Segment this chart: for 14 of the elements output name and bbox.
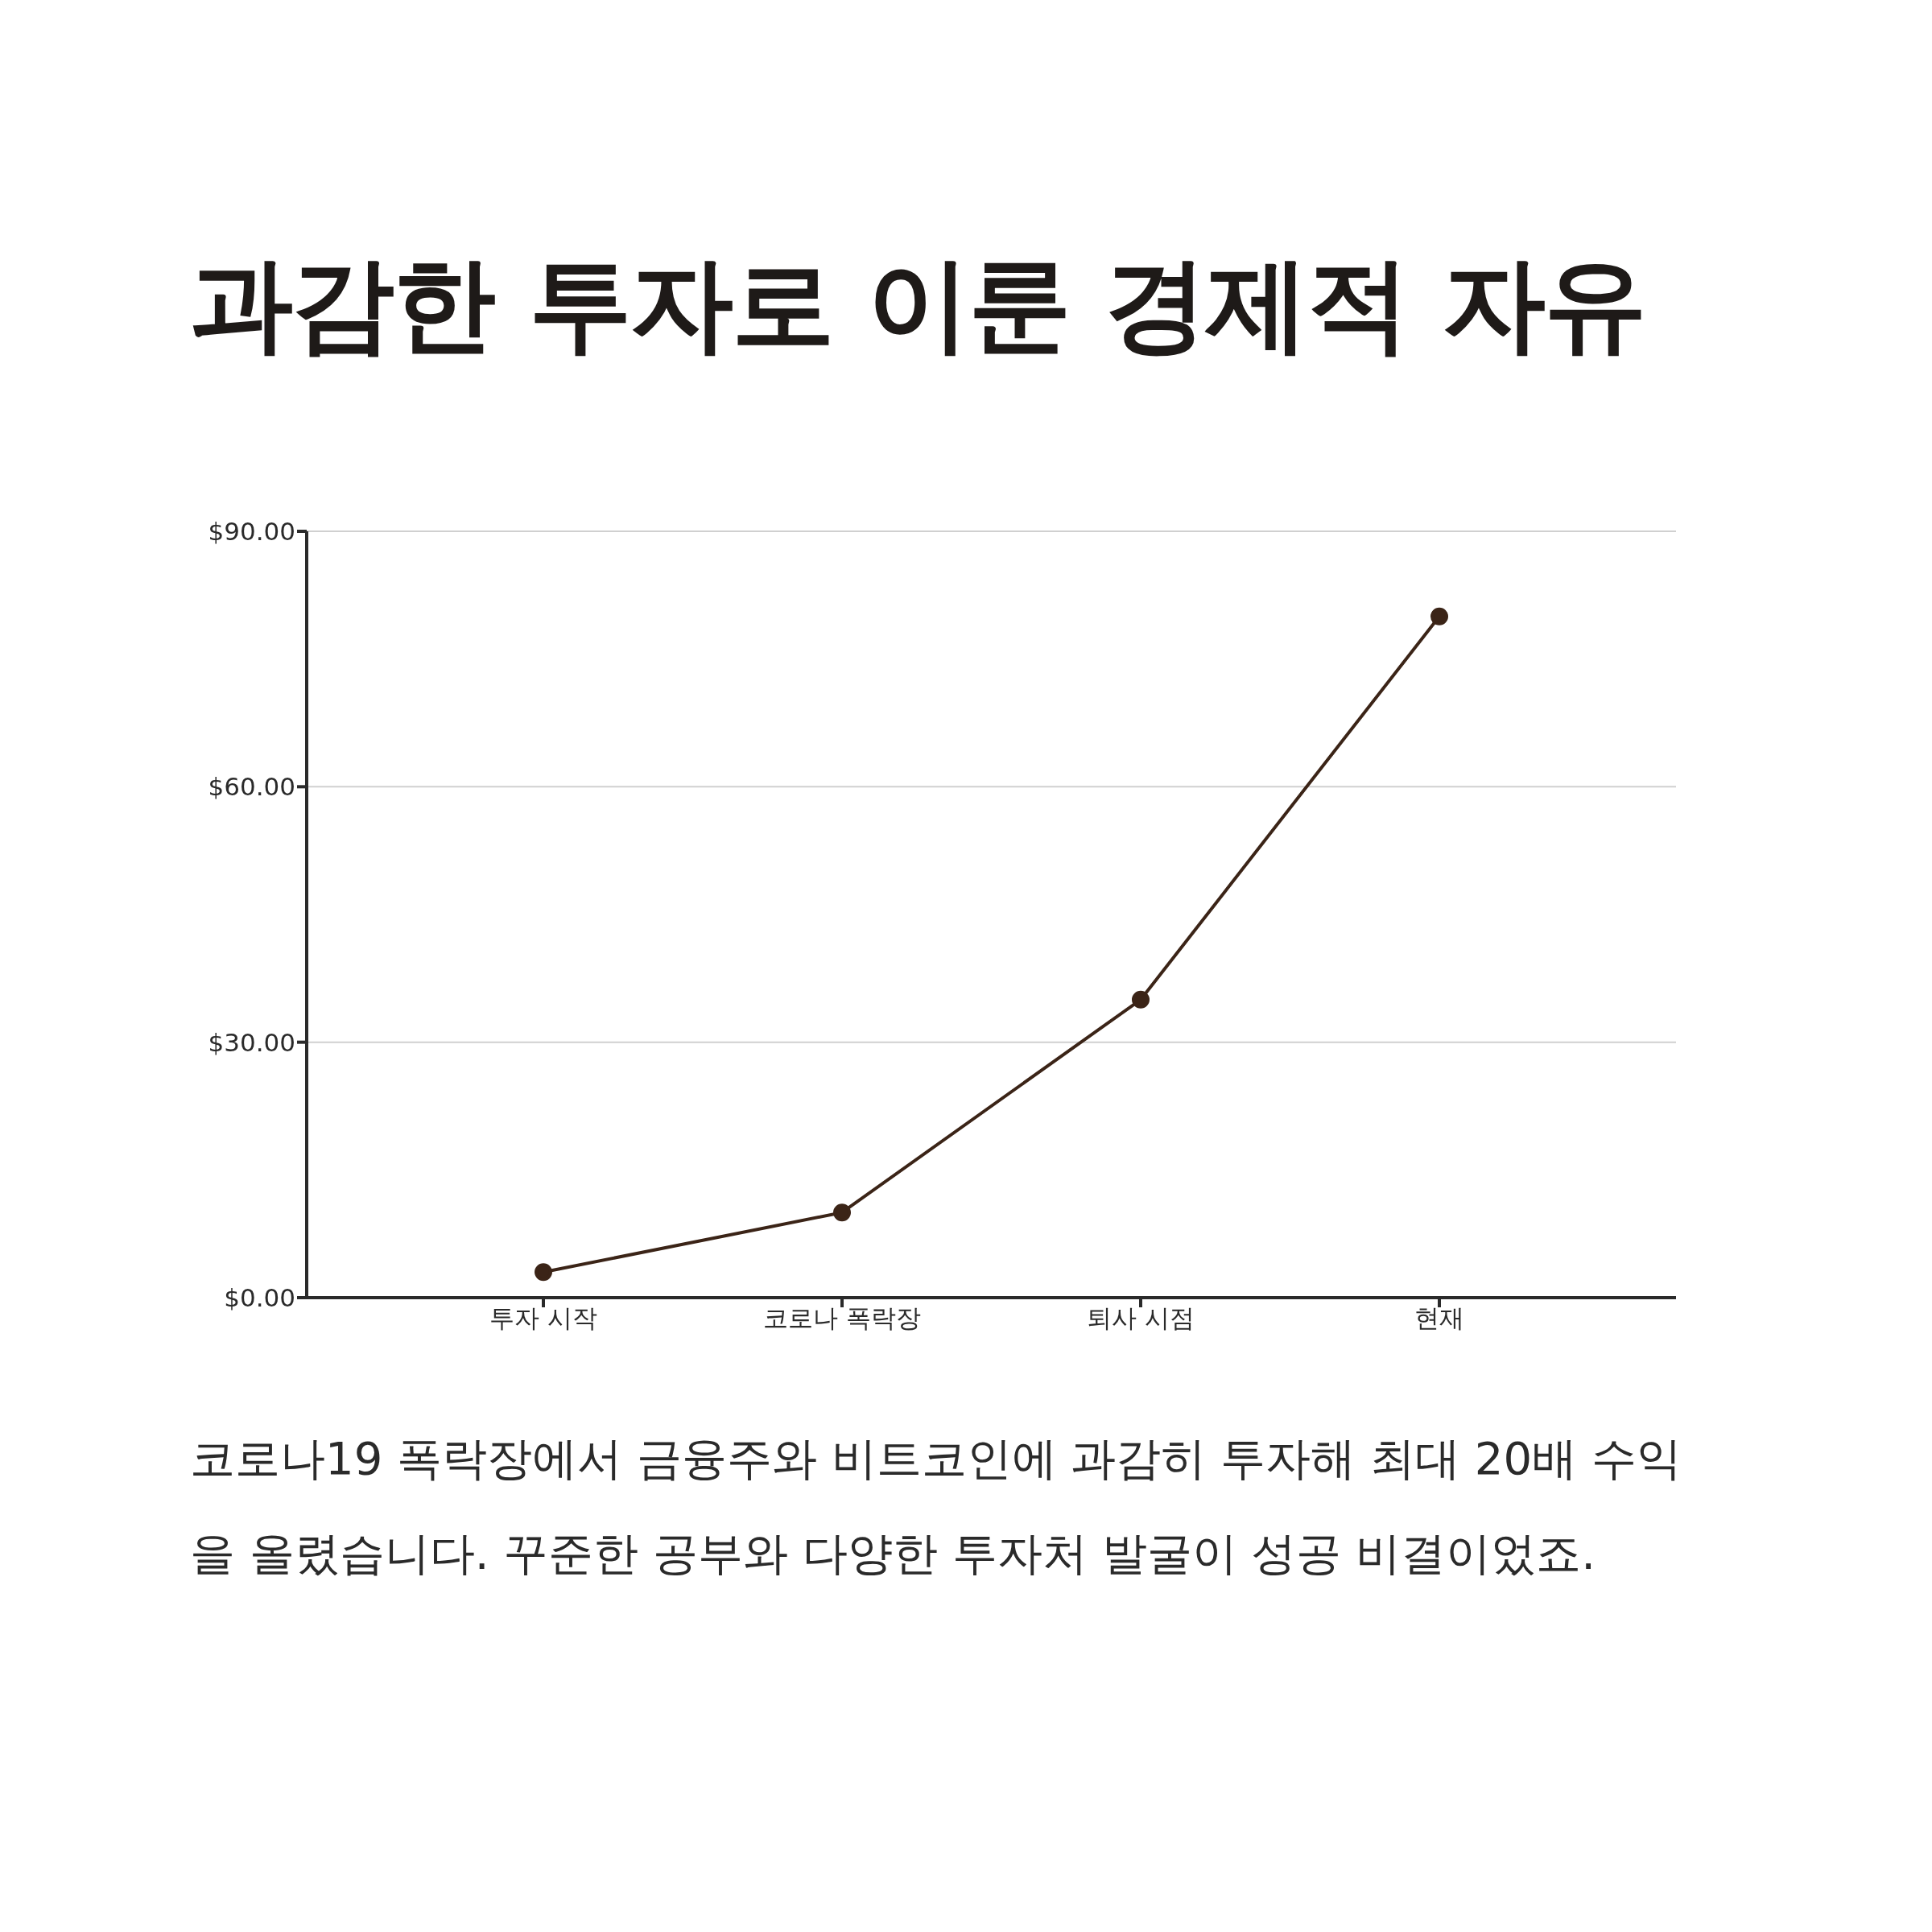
chart-title: 과감한 투자로 이룬 경제적 자유 xyxy=(190,243,1646,365)
point xyxy=(535,1263,552,1282)
x-tick-label: 투자 시작 xyxy=(489,1303,597,1333)
point xyxy=(1430,607,1448,625)
x-tick-label: 현재 xyxy=(1414,1303,1464,1333)
y-tick-label: $0.00 xyxy=(224,1283,295,1313)
x-tick-label: 퇴사 시점 xyxy=(1087,1303,1195,1333)
text: 코로나19 폭락장에서 금융주와 비트코인에 과감히 투자해 최대 20배 수익을 올렸습니다. 꾸준한 공부와 다양한 투자처 발굴이 성공 비결이었죠. xyxy=(190,1431,1682,1581)
y-tick-label: $30.00 xyxy=(208,1027,295,1057)
y-tick-label: $90.00 xyxy=(208,517,295,547)
y-tick-label: $60.00 xyxy=(208,772,295,802)
point xyxy=(1132,990,1150,1009)
point xyxy=(833,1203,851,1222)
x-tick-label: 코로나 폭락장 xyxy=(763,1303,921,1333)
